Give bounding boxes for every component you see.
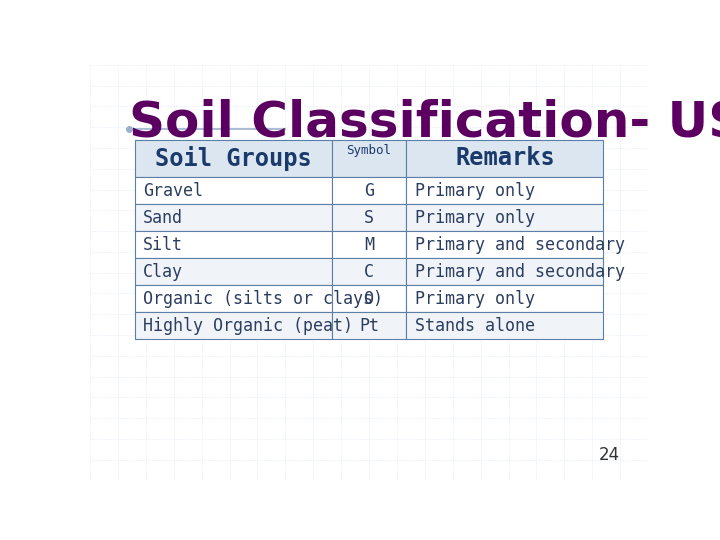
- Bar: [135, 140, 331, 177]
- Text: Organic (silts or clays): Organic (silts or clays): [143, 289, 383, 308]
- Text: Gravel: Gravel: [143, 181, 203, 200]
- Bar: [407, 231, 603, 258]
- Bar: [135, 285, 331, 312]
- Bar: [331, 312, 407, 339]
- Bar: [331, 140, 407, 177]
- Bar: [331, 285, 407, 312]
- Bar: [135, 177, 331, 204]
- Bar: [135, 204, 331, 231]
- Text: Primary and secondary: Primary and secondary: [415, 235, 625, 254]
- Bar: [331, 231, 407, 258]
- Text: C: C: [364, 262, 374, 281]
- Text: Clay: Clay: [143, 262, 183, 281]
- Text: Primary only: Primary only: [415, 289, 535, 308]
- Bar: [135, 258, 331, 285]
- Text: Symbol: Symbol: [346, 144, 392, 157]
- Bar: [331, 258, 407, 285]
- Text: O: O: [364, 289, 374, 308]
- Text: Soil Groups: Soil Groups: [155, 146, 312, 171]
- Text: Highly Organic (peat): Highly Organic (peat): [143, 317, 353, 335]
- Text: Primary only: Primary only: [415, 208, 535, 227]
- Bar: [135, 312, 331, 339]
- Text: Pt: Pt: [359, 317, 379, 335]
- Bar: [407, 177, 603, 204]
- Text: Sand: Sand: [143, 208, 183, 227]
- Bar: [407, 285, 603, 312]
- Bar: [407, 312, 603, 339]
- Bar: [407, 204, 603, 231]
- Text: Silt: Silt: [143, 235, 183, 254]
- Text: Remarks: Remarks: [455, 146, 555, 170]
- Text: Primary only: Primary only: [415, 181, 535, 200]
- Bar: [407, 258, 603, 285]
- Text: Primary and secondary: Primary and secondary: [415, 262, 625, 281]
- Text: 24: 24: [599, 446, 620, 464]
- Bar: [331, 204, 407, 231]
- Text: G: G: [364, 181, 374, 200]
- Text: Soil Classification- USCS: Soil Classification- USCS: [129, 98, 720, 146]
- Text: M: M: [364, 235, 374, 254]
- Bar: [331, 177, 407, 204]
- Text: S: S: [364, 208, 374, 227]
- Bar: [135, 231, 331, 258]
- Bar: [407, 140, 603, 177]
- Text: Stands alone: Stands alone: [415, 317, 535, 335]
